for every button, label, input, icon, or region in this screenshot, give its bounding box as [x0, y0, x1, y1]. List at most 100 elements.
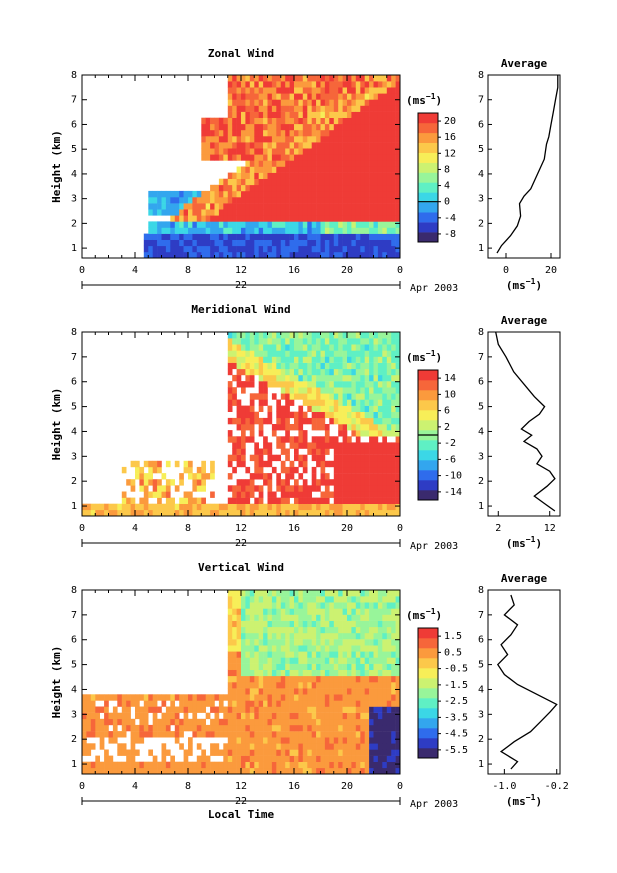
heatmap-cell — [86, 700, 92, 707]
heatmap-cell — [364, 749, 370, 756]
heatmap-cell — [280, 485, 286, 492]
heatmap-cell — [263, 620, 268, 628]
heatmap-cell — [258, 239, 264, 247]
heatmap-cell — [391, 620, 396, 628]
heatmap-cell — [360, 111, 365, 118]
heatmap-cell — [241, 129, 246, 137]
heatmap-cell — [276, 148, 281, 155]
heatmap-cell — [360, 215, 365, 222]
heatmap-cell — [289, 129, 295, 137]
heatmap-cell — [280, 417, 286, 425]
heatmap-cell — [112, 712, 118, 720]
heatmap-cell — [360, 197, 365, 204]
heatmap-cell — [236, 761, 242, 769]
heatmap-cell — [241, 381, 246, 388]
heatmap-cell — [395, 239, 401, 247]
heatmap-cell — [276, 503, 281, 511]
heatmap-cell — [280, 509, 286, 517]
heatmap-cell — [294, 233, 299, 240]
heatmap-cell — [95, 724, 100, 732]
heatmap-cell — [329, 509, 334, 517]
heatmap-cell — [395, 399, 401, 406]
heatmap-cell — [95, 694, 100, 701]
heatmap-cell — [373, 405, 379, 412]
heatmap-cell — [143, 491, 149, 498]
heatmap-cell — [276, 209, 281, 216]
heatmap-cell — [377, 737, 383, 744]
heatmap-cell — [218, 178, 224, 186]
heatmap-cell — [267, 417, 273, 425]
heatmap-cell — [307, 749, 312, 756]
heatmap-cell — [316, 105, 321, 112]
heatmap-cell — [395, 473, 401, 480]
heatmap-cell — [236, 712, 242, 720]
heatmap-cell — [316, 485, 321, 492]
heatmap-cell — [320, 245, 326, 253]
heatmap-cell — [267, 485, 273, 492]
heatmap-cell — [324, 87, 330, 94]
heatmap-cell — [355, 743, 361, 750]
heatmap-cell — [170, 215, 175, 222]
heatmap-cell — [364, 203, 370, 210]
heatmap-cell — [360, 239, 365, 247]
heatmap-cell — [245, 608, 251, 615]
colorbar-tick-label: -4 — [444, 213, 456, 224]
heatmap-cell — [236, 485, 242, 492]
heatmap-cell — [382, 142, 387, 149]
heatmap-cell — [298, 620, 304, 628]
heatmap-cell — [135, 694, 140, 701]
heatmap-cell — [333, 626, 339, 634]
heatmap-cell — [342, 669, 348, 677]
heatmap-cell — [307, 221, 312, 228]
heatmap-cell — [183, 203, 189, 210]
heatmap-cell — [263, 632, 268, 640]
heatmap-cell — [227, 75, 233, 82]
heatmap-cell — [227, 602, 233, 609]
heatmap-cell — [263, 172, 268, 179]
heatmap-cell — [148, 509, 153, 517]
heatmap-cell — [232, 694, 237, 701]
heatmap-cell — [395, 743, 401, 750]
heatmap-cell — [391, 117, 396, 125]
colorbar-swatch — [418, 440, 438, 451]
heatmap-cell — [360, 651, 365, 658]
heatmap-cell — [391, 154, 396, 161]
heatmap-cell — [329, 669, 334, 677]
heatmap-cell — [254, 190, 259, 198]
heatmap-cell — [289, 148, 295, 155]
heatmap-cell — [280, 503, 286, 511]
heatmap-cell — [307, 197, 312, 204]
heatmap-cell — [351, 129, 357, 137]
heatmap-cell — [232, 387, 237, 394]
heatmap-cell — [347, 215, 352, 222]
heatmap-cell — [254, 356, 259, 363]
heatmap-cell — [307, 93, 312, 100]
heatmap-cell — [373, 424, 379, 431]
heatmap-cell — [245, 632, 251, 640]
heatmap-cell — [161, 221, 167, 228]
heatmap-cell — [258, 393, 264, 400]
heatmap-cell — [369, 154, 374, 161]
heatmap-cell — [324, 424, 330, 431]
heatmap-cell — [258, 626, 264, 634]
heatmap-cell — [369, 209, 374, 216]
heatmap-cell — [298, 411, 304, 419]
heatmap-cell — [311, 111, 317, 118]
heatmap-cell — [333, 111, 339, 118]
heatmap-cell — [338, 424, 343, 431]
heatmap-cell — [302, 602, 308, 609]
heatmap-cell — [369, 645, 374, 652]
heatmap-cell — [263, 197, 268, 204]
heatmap-cell — [377, 479, 383, 486]
heatmap-cell — [377, 639, 383, 646]
heatmap-cell — [249, 503, 255, 511]
colorbar-tick-label: 0.5 — [444, 647, 462, 658]
heatmap-cell — [294, 626, 299, 634]
heatmap-cell — [227, 755, 233, 762]
heatmap-cell — [289, 245, 295, 253]
heatmap-cell — [364, 81, 370, 88]
heatmap-cell — [373, 688, 379, 695]
heatmap-cell — [355, 749, 361, 756]
heatmap-cell — [174, 718, 180, 726]
heatmap-cell — [391, 497, 396, 504]
